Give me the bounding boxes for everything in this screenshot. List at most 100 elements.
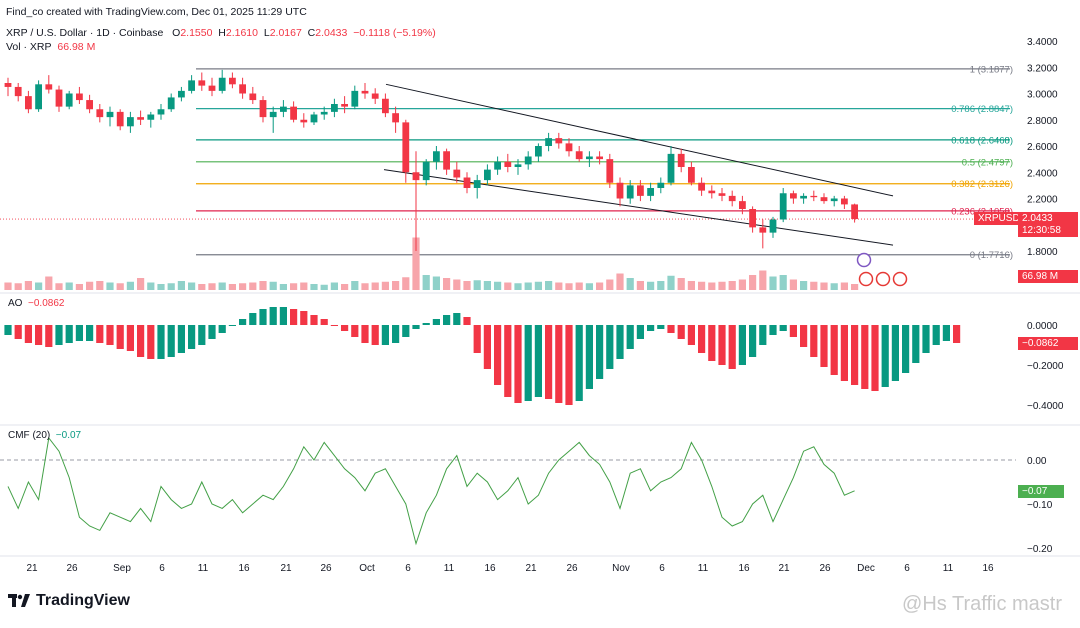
close-label: C: [307, 27, 316, 39]
time-tick-10: 11: [444, 563, 455, 574]
ao-bar-35: [361, 325, 369, 343]
candle-body-2: [25, 96, 32, 110]
ao-bar-66: [677, 325, 685, 339]
volume-bar-60: [616, 273, 624, 290]
candle-body-44: [453, 169, 461, 178]
candle-body-83: [851, 204, 858, 220]
candle-body-56: [575, 151, 583, 160]
event-flag-icon-3: [892, 271, 908, 287]
symbol-legend[interactable]: XRP / U.S. Dollar · 1D · Coinbase O2.155…: [6, 27, 436, 39]
time-tick-22: 11: [943, 563, 954, 574]
time-tick-3: 6: [159, 563, 165, 574]
volume-bar-71: [728, 281, 736, 290]
candle-body-73: [749, 209, 756, 228]
ao-bar-54: [555, 325, 563, 403]
candle-body-18: [188, 80, 195, 91]
ao-bar-38: [392, 325, 400, 343]
volume-bar-32: [330, 282, 338, 290]
fib-label-1: 0.786 (2.8847): [951, 104, 1013, 115]
candle-body-31: [320, 111, 328, 115]
ao-bar-34: [351, 325, 359, 337]
cmf-legend[interactable]: CMF (20) −0.07: [8, 430, 81, 441]
volume-bar-40: [412, 237, 420, 290]
candle-body-66: [677, 153, 685, 167]
ao-bar-24: [249, 313, 257, 325]
candle-body-41: [422, 161, 430, 181]
candle-body-43: [443, 151, 450, 170]
ao-bar-1: [14, 325, 22, 339]
volume-bar-76: [779, 275, 787, 290]
candle-body-65: [667, 153, 675, 183]
ao-bar-11: [116, 325, 124, 349]
ao-bar-82: [840, 325, 848, 381]
volume-bar-2: [24, 281, 32, 290]
ao-bar-65: [667, 325, 675, 333]
candle-body-59: [606, 159, 614, 183]
ao-bar-27: [279, 307, 287, 325]
ao-bar-25: [259, 309, 267, 325]
candle-body-75: [769, 219, 777, 233]
volume-legend[interactable]: Vol · XRP 66.98 M: [6, 41, 95, 53]
candle-body-72: [739, 201, 746, 209]
ao-bar-89: [912, 325, 920, 363]
ao-bar-75: [769, 325, 777, 335]
ao-bar-26: [269, 307, 277, 325]
ao-bar-87: [891, 325, 899, 381]
ao-bar-84: [861, 325, 869, 389]
volume-bar-3: [35, 282, 43, 290]
candle-body-37: [382, 98, 389, 114]
candle-body-0: [4, 83, 12, 87]
candle-body-3: [35, 84, 42, 110]
ao-bar-39: [402, 325, 410, 337]
tradingview-logo[interactable]: TradingView: [8, 592, 130, 610]
tradingview-logo-text: TradingView: [36, 592, 130, 609]
ao-bar-42: [432, 319, 440, 325]
candle-body-77: [790, 193, 797, 199]
low-value: 2.0167: [269, 27, 302, 39]
cmf-badge: −0.07: [1018, 485, 1064, 498]
cmf-label: CMF (20): [8, 430, 51, 441]
ao-bar-92: [942, 325, 950, 341]
volume-bar-83: [851, 284, 859, 290]
volume-bar-16: [167, 283, 175, 290]
candle-body-6: [65, 93, 73, 107]
volume-bar-5: [55, 283, 63, 290]
ao-bar-76: [779, 325, 787, 331]
ao-bar-33: [341, 325, 349, 331]
candle-body-62: [637, 185, 644, 196]
candle-body-78: [800, 195, 807, 199]
time-tick-23: 16: [982, 563, 994, 574]
volume-bar-31: [320, 284, 328, 290]
ao-bar-77: [789, 325, 797, 337]
candle-body-58: [596, 156, 603, 160]
candle-body-81: [830, 198, 838, 202]
volume-bar-45: [463, 281, 471, 290]
candle-body-35: [361, 90, 369, 94]
ao-bar-68: [698, 325, 706, 353]
time-tick-1: 26: [66, 563, 78, 574]
event-flag-icon-2: [875, 271, 891, 287]
ao-bar-52: [534, 325, 542, 397]
low-label: L: [263, 27, 270, 39]
ao-bar-88: [902, 325, 910, 373]
ao-bar-63: [647, 325, 655, 331]
volume-bar-37: [381, 281, 389, 290]
volume-bar-33: [341, 284, 349, 290]
cmf-value: −0.07: [55, 430, 82, 441]
time-tick-9: 6: [405, 563, 411, 574]
ao-bar-64: [657, 325, 665, 329]
candle-body-51: [524, 156, 532, 165]
time-tick-16: 11: [698, 563, 709, 574]
ao-bar-18: [188, 325, 196, 349]
open-value: 2.1550: [180, 27, 213, 39]
candle-body-50: [514, 164, 522, 167]
ao-bar-36: [371, 325, 379, 345]
fib-label-2: 0.618 (2.6468): [951, 135, 1013, 146]
ao-bar-71: [728, 325, 736, 369]
ao-legend[interactable]: AO −0.0862: [8, 298, 64, 309]
ao-bar-80: [820, 325, 828, 367]
candle-body-11: [116, 111, 124, 127]
volume-bar-15: [157, 284, 165, 290]
volume-bar-43: [443, 278, 451, 290]
